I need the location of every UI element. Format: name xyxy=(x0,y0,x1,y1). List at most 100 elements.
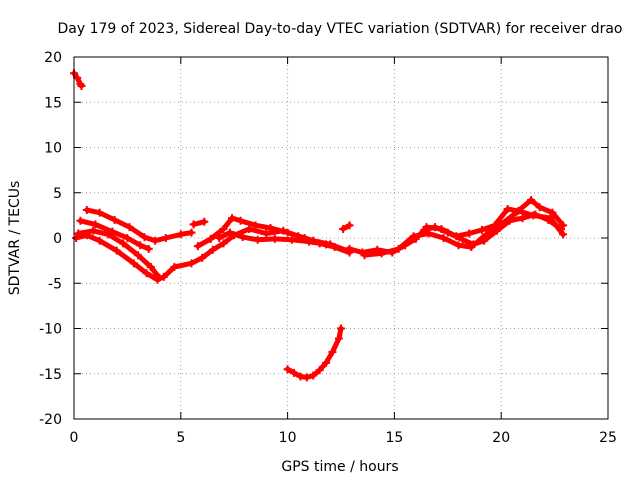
data-point xyxy=(360,251,369,260)
y-tick-label: -15 xyxy=(39,367,62,383)
data-point xyxy=(339,224,348,233)
data-point xyxy=(309,371,318,380)
data-point xyxy=(176,230,185,239)
data-point xyxy=(144,244,153,253)
data-point xyxy=(219,239,228,248)
y-axis-label: SDTVAR / TECUs xyxy=(7,181,23,296)
data-point xyxy=(518,214,527,223)
data-point xyxy=(270,234,279,243)
x-tick-label: 20 xyxy=(492,430,510,446)
data-point xyxy=(477,225,486,234)
data-point xyxy=(283,228,292,237)
data-point xyxy=(198,253,207,262)
data-point xyxy=(422,223,431,232)
data-point xyxy=(110,215,119,224)
data-point xyxy=(208,245,217,254)
data-point xyxy=(452,232,461,241)
data-point xyxy=(89,226,98,235)
data-point xyxy=(287,235,296,244)
data-point xyxy=(546,214,555,223)
data-point xyxy=(283,365,292,374)
data-point xyxy=(253,235,262,244)
y-tick-label: 15 xyxy=(44,95,62,111)
data-point xyxy=(200,217,209,226)
data-point xyxy=(315,366,324,375)
data-point xyxy=(529,211,538,220)
data-point xyxy=(238,233,247,242)
data-point xyxy=(76,216,85,225)
data-point xyxy=(322,358,331,367)
x-tick-label: 25 xyxy=(599,430,617,446)
data-point xyxy=(559,230,568,239)
data-point xyxy=(219,224,228,233)
data-point xyxy=(490,221,499,230)
data-point xyxy=(95,208,104,217)
data-point xyxy=(548,208,557,217)
data-point xyxy=(74,229,83,238)
data-point xyxy=(170,262,179,271)
series-track-j xyxy=(362,197,566,258)
data-point xyxy=(330,243,339,252)
data-point xyxy=(72,234,81,242)
data-point xyxy=(439,234,448,242)
data-point xyxy=(345,221,354,230)
data-point xyxy=(155,273,164,282)
data-point xyxy=(187,228,196,237)
data-point xyxy=(236,216,245,225)
data-point xyxy=(245,224,254,233)
data-point xyxy=(187,259,196,268)
data-point xyxy=(193,242,202,251)
x-axis-label: GPS time / hours xyxy=(281,459,398,475)
data-point xyxy=(424,229,433,238)
data-point xyxy=(151,236,160,245)
y-tick-label: -20 xyxy=(39,412,62,428)
data-point xyxy=(73,73,82,82)
data-point xyxy=(535,203,544,212)
data-point xyxy=(527,195,536,204)
data-point xyxy=(290,368,299,377)
data-point xyxy=(454,241,463,250)
data-point xyxy=(334,334,343,343)
chart-title: Day 179 of 2023, Sidereal Day-to-day VTE… xyxy=(57,21,622,37)
data-point xyxy=(559,221,568,230)
y-tick-label: 5 xyxy=(53,186,62,202)
data-point xyxy=(345,244,354,253)
data-point xyxy=(394,244,403,253)
data-point xyxy=(437,224,446,233)
data-point xyxy=(377,249,386,258)
data-point xyxy=(266,224,275,233)
data-point xyxy=(514,206,523,215)
x-tick-label: 5 xyxy=(176,430,185,446)
data-point xyxy=(125,223,134,232)
data-point xyxy=(302,373,311,382)
y-tick-label: -10 xyxy=(39,322,62,338)
data-point xyxy=(206,234,215,243)
tick-labels: 0 5 10 15 20 25 -20 -15 -10 -5 0 5 10 15 20 xyxy=(39,50,617,446)
data-point xyxy=(95,236,104,245)
data-point xyxy=(123,234,132,242)
data-point xyxy=(228,214,237,223)
data-point xyxy=(251,221,260,230)
data-point xyxy=(129,259,138,268)
data-point xyxy=(161,234,170,242)
x-tick-label: 0 xyxy=(70,430,79,446)
data-point xyxy=(140,233,149,242)
y-tick-label: 10 xyxy=(44,141,62,157)
data-point xyxy=(262,229,271,238)
y-tick-label: 0 xyxy=(53,231,62,247)
data-point xyxy=(304,237,313,246)
data-point xyxy=(465,229,474,238)
data-point xyxy=(108,227,117,236)
data-point xyxy=(136,241,145,250)
x-tick-label: 10 xyxy=(279,430,297,446)
data-point xyxy=(134,251,143,260)
data-point xyxy=(112,246,121,255)
data-point xyxy=(409,232,418,241)
data-point xyxy=(467,243,476,252)
y-tick-label: -5 xyxy=(48,276,62,292)
data-point xyxy=(337,324,345,333)
data-point xyxy=(82,205,91,214)
data-point xyxy=(482,230,491,239)
data-point xyxy=(322,240,331,249)
